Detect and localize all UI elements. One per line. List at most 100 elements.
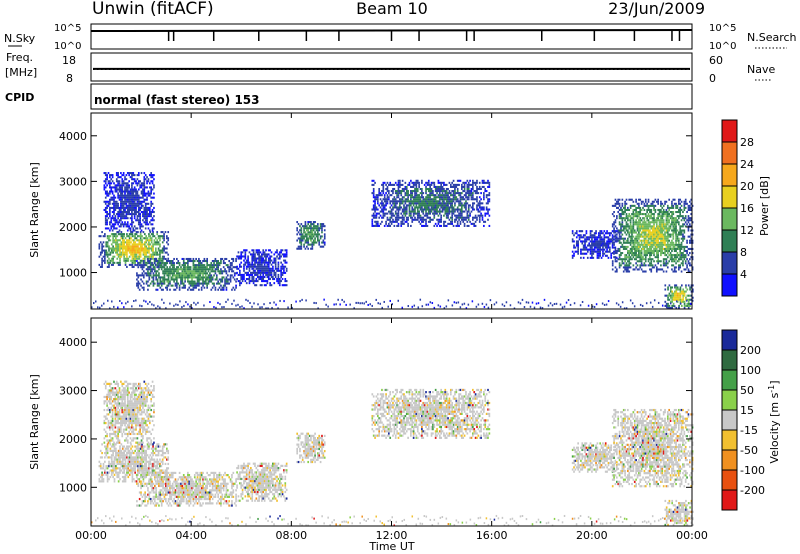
echo-cell (124, 190, 126, 193)
echo-cell (657, 262, 659, 265)
echo-cell (115, 206, 118, 209)
echo-cell (131, 198, 133, 201)
echo-cell (662, 264, 665, 267)
echo-cell (614, 237, 617, 240)
echo-cell (150, 223, 153, 226)
echo-cell (433, 181, 436, 184)
echo-cell (613, 223, 615, 226)
echo-cell (113, 202, 115, 205)
echo-cell (136, 184, 139, 187)
echo-cell (456, 179, 459, 182)
echo-cell (182, 262, 185, 265)
echo-cell (440, 194, 443, 197)
echo-cell (167, 239, 170, 242)
echo-cell (133, 213, 136, 216)
echo-cell (389, 210, 392, 213)
echo-cell (680, 256, 683, 259)
echo-cell (124, 217, 126, 220)
echo-cell (303, 225, 305, 228)
echo-cell (153, 215, 155, 218)
echo-cell (465, 194, 467, 197)
echo-cell (248, 278, 251, 281)
echo-cell (672, 229, 675, 232)
echo-cell (664, 202, 666, 205)
echo-cell (265, 267, 267, 270)
echo-cell (185, 272, 188, 275)
echo-cell (618, 241, 621, 244)
echo-cell (487, 198, 489, 201)
echo-cell (628, 270, 631, 273)
echo-cell (581, 242, 584, 245)
echo-cell (124, 261, 127, 264)
echo-cell (682, 237, 684, 240)
echo-cell (643, 239, 646, 242)
echo-cell (98, 247, 101, 250)
echo-cell (677, 241, 680, 244)
echo-cell (650, 247, 653, 250)
echo-cell (256, 267, 259, 270)
echo-cell (392, 214, 394, 217)
echo-cell (117, 196, 119, 199)
echo-cell (143, 176, 146, 179)
echo-cell (675, 202, 677, 205)
echo-cell (421, 187, 423, 191)
echo-cell (591, 240, 593, 243)
echo-cell (592, 234, 595, 237)
echo-cell (221, 286, 224, 289)
echo-cell (121, 217, 124, 220)
echo-cell (455, 183, 458, 186)
echo-cell (610, 252, 613, 255)
echo-cell (198, 278, 200, 281)
echo-cell (163, 280, 166, 283)
echo-cell (130, 259, 132, 262)
echo-cell (176, 276, 178, 279)
echo-cell (161, 237, 164, 240)
echo-cell (443, 196, 445, 199)
echo-cell (611, 223, 614, 226)
echo-cell (136, 272, 138, 275)
echo-cell (473, 190, 476, 193)
echo-cell (180, 272, 182, 275)
echo-cell (421, 216, 423, 219)
echo-cell (213, 282, 215, 285)
echo-cell (629, 221, 632, 224)
echo-cell (149, 235, 152, 238)
echo-cell (174, 270, 177, 273)
echo-cell (421, 181, 423, 184)
echo-cell (650, 235, 653, 238)
echo-cell (304, 235, 307, 238)
echo-cell (215, 260, 218, 263)
echo-cell (156, 282, 159, 285)
echo-cell (610, 256, 613, 259)
echo-cell (596, 246, 599, 249)
echo-cell (128, 243, 131, 246)
echo-cell (124, 245, 127, 248)
echo-cell (121, 243, 124, 246)
echo-cell (124, 263, 127, 266)
echo-cell (224, 280, 226, 283)
echo-cell (661, 206, 664, 209)
echo-cell (211, 278, 214, 281)
echo-cell (136, 190, 139, 193)
echo-cell (660, 211, 662, 214)
echo-cell (277, 261, 280, 264)
echo-cell (159, 278, 162, 281)
echo-cell (164, 251, 167, 254)
echo-cell (163, 245, 165, 248)
echo-cell (465, 204, 467, 207)
echo-cell (117, 255, 120, 258)
echo-cell (258, 253, 260, 256)
echo-cell (151, 223, 154, 226)
echo-cell (241, 280, 244, 283)
echo-cell (636, 237, 639, 240)
echo-cell (603, 252, 606, 255)
echo-cell (676, 260, 679, 263)
echo-cell (269, 282, 271, 285)
echo-cell (405, 208, 408, 211)
echo-cell (602, 250, 604, 253)
echo-cell (317, 239, 319, 242)
echo-cell (110, 190, 113, 193)
echo-cell (414, 202, 416, 205)
echo-cell (443, 214, 445, 217)
echo-cell (135, 213, 137, 216)
